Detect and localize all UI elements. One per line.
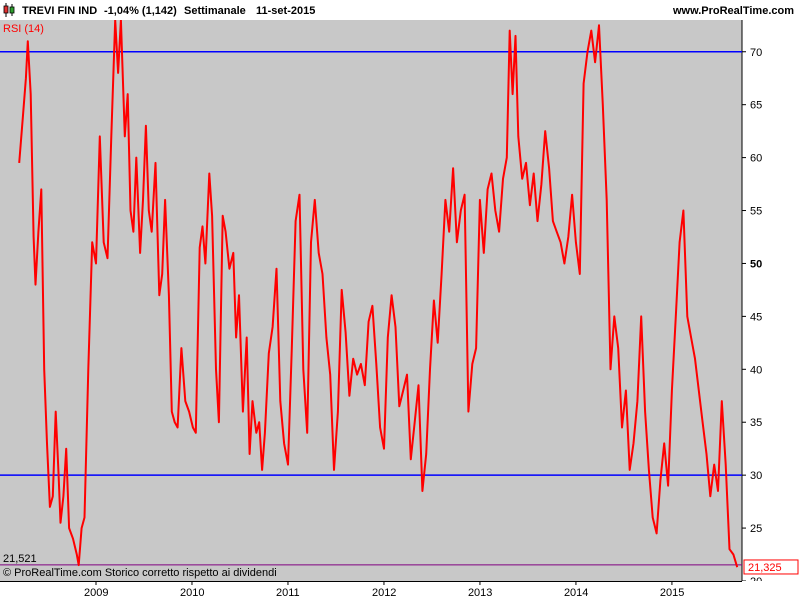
date-label: 11-set-2015 bbox=[256, 5, 316, 17]
x-tick-label: 2014 bbox=[564, 587, 588, 599]
x-tick-label: 2009 bbox=[84, 587, 108, 599]
y-tick-label: 20 bbox=[750, 576, 762, 581]
x-tick-label: 2012 bbox=[372, 587, 396, 599]
candlestick-icon bbox=[3, 3, 15, 17]
x-tick-label: 2010 bbox=[180, 587, 204, 599]
current-value-tag bbox=[743, 559, 799, 575]
x-tick-label: 2015 bbox=[660, 587, 684, 599]
y-tick-label: 40 bbox=[750, 364, 762, 376]
y-tick-label: 25 bbox=[750, 523, 762, 535]
y-tick-label: 60 bbox=[750, 153, 762, 165]
y-tick-label: 65 bbox=[750, 100, 762, 112]
y-tick-label: 45 bbox=[750, 311, 762, 323]
y-axis-panel bbox=[742, 20, 800, 581]
y-tick-label: 70 bbox=[750, 47, 762, 59]
y-tick-label: 50 bbox=[750, 258, 762, 270]
price-change: -1,04% (1,142) bbox=[104, 5, 177, 17]
y-tick-label: 35 bbox=[750, 417, 762, 429]
chart-header: TREVI FIN IND -1,04% (1,142) Settimanale… bbox=[0, 0, 800, 20]
instrument-name: TREVI FIN IND bbox=[22, 5, 98, 17]
x-tick-label: 2013 bbox=[468, 587, 492, 599]
period-label: Settimanale bbox=[184, 5, 246, 17]
min-marker-label: 21,521 bbox=[3, 553, 37, 565]
footer-note: © ProRealTime.com Storico corretto rispe… bbox=[3, 567, 277, 579]
x-axis-strip bbox=[0, 581, 800, 600]
x-axis: 2009 2010 2011 2012 2013 2014 2015 bbox=[0, 581, 742, 599]
plot-background bbox=[0, 20, 742, 581]
x-tick-label: 2011 bbox=[276, 587, 300, 599]
y-tick-label: 55 bbox=[750, 206, 762, 218]
indicator-label-background bbox=[1, 21, 45, 35]
rsi-chart[interactable]: 20 25 30 35 40 45 50 55 60 65 70 RSI (14) 21,521 21,3… bbox=[0, 20, 800, 581]
indicator-label: RSI (14) bbox=[3, 23, 44, 35]
site-link[interactable]: www.ProRealTime.com bbox=[672, 5, 794, 17]
y-tick-label: 30 bbox=[750, 470, 762, 482]
current-value-label: 21,325 bbox=[748, 562, 782, 574]
rsi-series-line bbox=[18, 20, 739, 568]
